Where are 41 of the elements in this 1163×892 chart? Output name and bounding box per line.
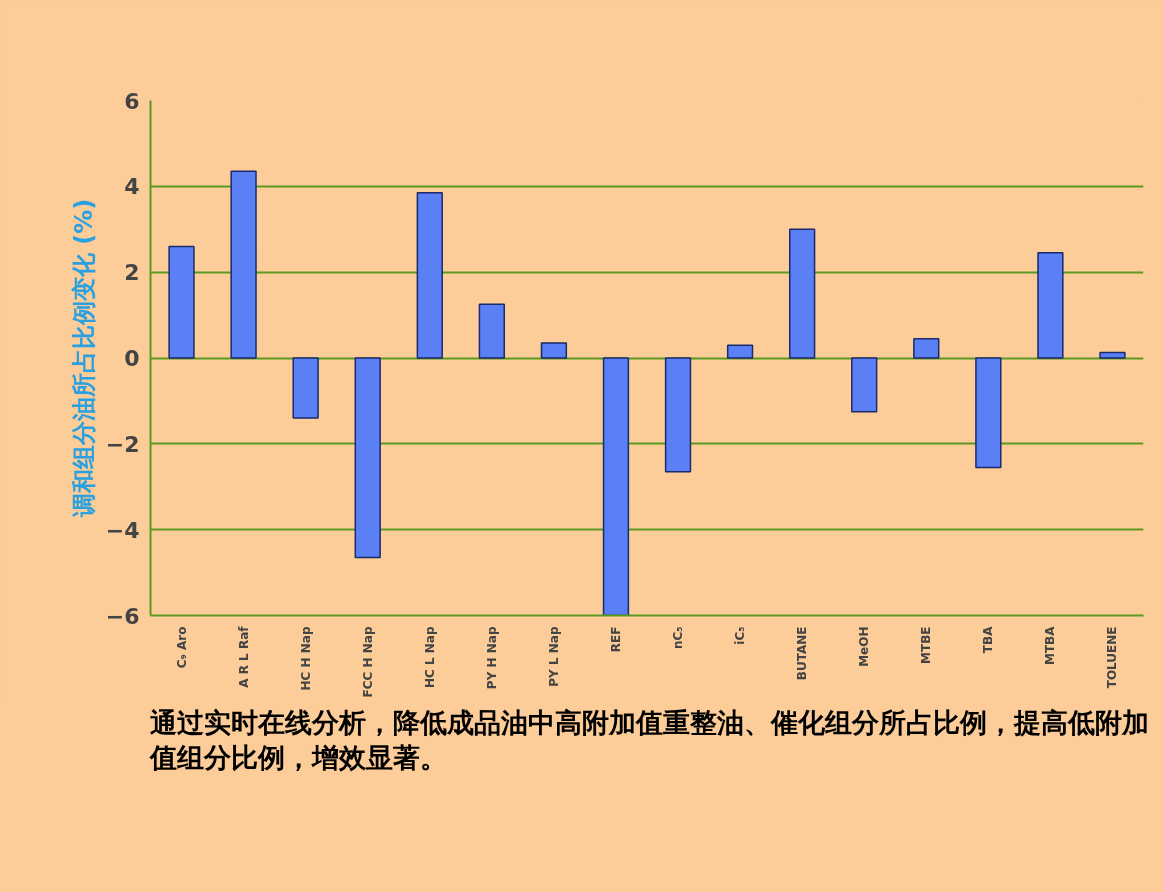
- bar: [851, 357, 878, 413]
- y-tick-label: −6: [105, 603, 140, 629]
- x-tick-label: MTBA: [1043, 625, 1058, 666]
- x-tick-label: TOLUENE: [1105, 626, 1120, 689]
- bar: [416, 192, 443, 359]
- x-tick-label: PY L Nap: [546, 626, 561, 687]
- y-tick-label: 0: [124, 346, 140, 371]
- y-axis-title: 调和组分油所占比例变化 (%): [69, 198, 98, 519]
- x-tick-label: C₉ Aro: [174, 626, 189, 669]
- bar: [230, 170, 257, 359]
- bar: [726, 344, 754, 359]
- bar: [913, 337, 940, 359]
- bar: [664, 357, 692, 473]
- x-tick-label: MTBE: [919, 626, 934, 664]
- x-tick-label: HC L Nap: [422, 626, 437, 689]
- x-tick-label: BUTANE: [795, 626, 810, 681]
- text: 通过实时在线分析，降低成品油中高附加值重整油、催化组分所占比例，提高低附加值组分比例，增效显著。: [150, 706, 1150, 776]
- y-tick-label: −2: [105, 431, 140, 457]
- bar: [1037, 252, 1064, 359]
- bar: [540, 342, 568, 359]
- y-tick-label: 6: [124, 88, 140, 114]
- bar: [292, 357, 319, 419]
- bar: [354, 357, 381, 559]
- x-tick-label: HC H Nap: [298, 626, 313, 691]
- x-tick-label: nC₅: [671, 626, 686, 650]
- x-tick-label: A R L Raf: [236, 625, 251, 688]
- bar: [1099, 351, 1126, 359]
- y-tick-label: 4: [124, 174, 140, 200]
- bar: [478, 303, 506, 359]
- bar: [788, 228, 816, 359]
- bar: [975, 357, 1002, 469]
- bar: [602, 357, 630, 616]
- bar: [168, 245, 195, 359]
- y-tick-label: 2: [124, 260, 140, 286]
- x-tick-label: FCC H Nap: [360, 626, 375, 698]
- x-tick-label: PY H Nap: [484, 626, 499, 690]
- x-tick-label: TBA: [981, 625, 996, 654]
- x-tick-label: iC₅: [733, 626, 748, 645]
- x-tick-label: MeOH: [857, 626, 872, 667]
- y-tick-label: −4: [105, 517, 140, 543]
- x-tick-label: REF: [608, 626, 623, 653]
